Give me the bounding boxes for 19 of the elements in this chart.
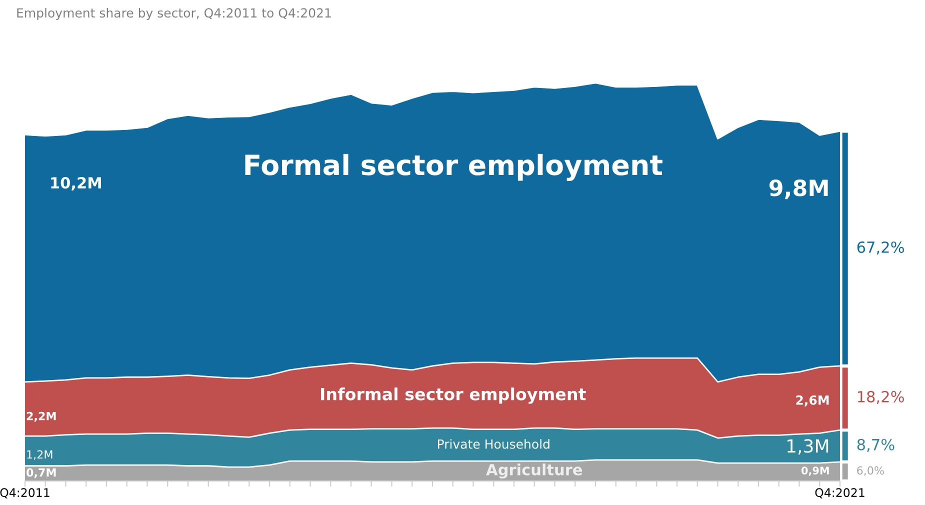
- series-label: Informal sector employment: [321, 388, 586, 404]
- series-label: Private Household: [438, 439, 550, 449]
- text: 6,0%: [857, 466, 884, 476]
- annotation: 2,2M: [26, 412, 56, 422]
- annotation: 1,3M: [788, 439, 828, 455]
- annotation: 10,2M: [51, 177, 101, 191]
- annotation: 0,9M: [801, 466, 829, 476]
- x-tick-label: Q4:2011: [0, 488, 50, 498]
- x-tick-label: Q4:2021: [815, 488, 864, 498]
- chart-title: Employment share by sector, Q4:2011 to Q4:2021: [17, 8, 331, 20]
- annotation: 1,2M: [27, 450, 52, 460]
- annotation: 9,8M: [769, 180, 828, 200]
- text: 67,2%: [857, 241, 904, 255]
- annotation: 0,7M: [26, 468, 56, 478]
- series-label: Agriculture: [486, 464, 582, 479]
- text: 8,7%: [857, 438, 894, 452]
- series-label: Formal sector employment: [245, 154, 662, 182]
- text: 18,2%: [858, 390, 904, 404]
- annotation: 2,6M: [796, 395, 829, 406]
